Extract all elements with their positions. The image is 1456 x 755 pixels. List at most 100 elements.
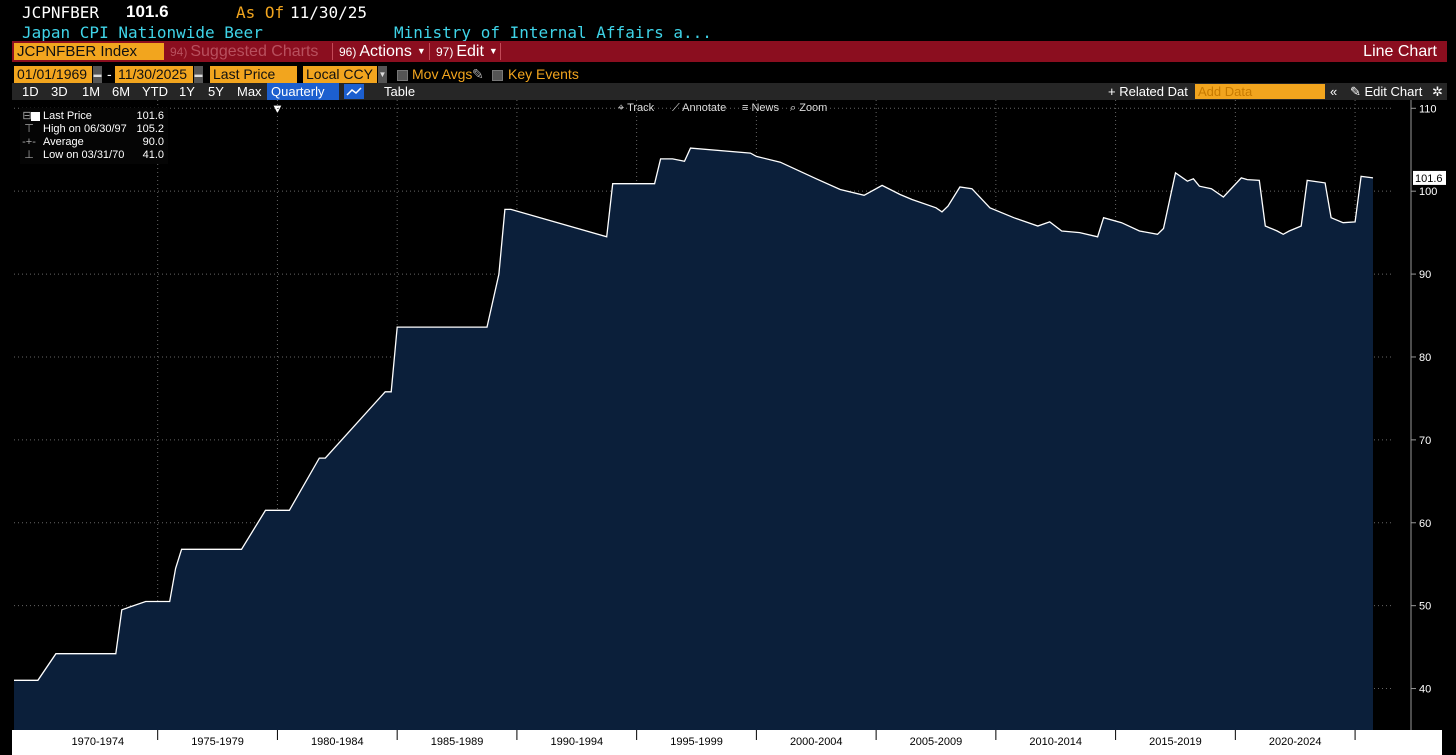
suggested-charts-number: 94)	[170, 45, 188, 59]
legend-high-value: 105.2	[136, 123, 164, 135]
calendar-icon[interactable]: ▬	[194, 66, 203, 83]
calendar-icon[interactable]: ▬	[93, 66, 102, 83]
legend-high-label: High on 06/30/97	[43, 123, 127, 135]
caret-down-icon: ▼	[416, 46, 426, 56]
last-price-tag	[1413, 170, 1446, 185]
field-selector[interactable]: Last Price	[210, 66, 297, 83]
track-tool[interactable]: ⌖ Track	[618, 101, 654, 116]
crosshair-icon: ⌖	[618, 102, 628, 114]
y-tick-label: 80	[1419, 352, 1431, 364]
as-of-date: 11/30/25	[290, 3, 368, 22]
suggested-charts-label: Suggested Charts	[190, 43, 319, 60]
related-data-button[interactable]: + Related Dat	[1108, 84, 1188, 99]
caret-down-icon: ▼	[488, 46, 498, 56]
legend-row-last: ⊟ Last Price 101.6	[20, 110, 168, 123]
edit-menu[interactable]: 97) Edit ▼	[436, 42, 498, 61]
range-3d[interactable]: 3D	[51, 84, 68, 99]
news-icon: ≡	[742, 102, 752, 114]
x-tick-label: 1995-1999	[670, 736, 723, 748]
collapse-minus-icon[interactable]: ⊟	[22, 110, 32, 122]
security-description: Japan CPI Nationwide Beer	[22, 23, 263, 42]
x-tick-label: 2010-2014	[1029, 736, 1082, 748]
key-events-label[interactable]: Key Events	[508, 66, 579, 82]
x-tick-label: 2005-2009	[910, 736, 963, 748]
date-separator: -	[107, 66, 112, 82]
end-date-field[interactable]: 11/30/2025	[115, 66, 193, 83]
legend-last-label: Last Price	[43, 110, 92, 122]
legend-row-high: ⊤ High on 06/30/97 105.2	[20, 123, 168, 136]
toolbar-divider	[429, 43, 430, 60]
x-tick-label: 2000-2004	[790, 736, 843, 748]
last-price-marker: 101.6	[1413, 170, 1446, 185]
chart-controls: 01/01/1969 ▬ - 11/30/2025 ▬ Last Price L…	[0, 66, 1456, 84]
legend-row-low: ⊥ Low on 03/31/70 41.0	[20, 149, 168, 162]
y-tick-label: 40	[1419, 684, 1431, 696]
start-date-field[interactable]: 01/01/1969	[14, 66, 92, 83]
x-tick-label: 1970-1974	[72, 736, 125, 748]
periodicity-selector[interactable]: Quarterly ▼	[267, 83, 339, 116]
chevron-down-icon[interactable]: ▼	[378, 66, 387, 83]
edit-number: 97)	[436, 45, 454, 59]
mov-avgs-checkbox[interactable]	[397, 70, 408, 81]
x-tick-label: 2015-2019	[1149, 736, 1202, 748]
currency-selector[interactable]: Local CCY	[303, 66, 377, 83]
y-tick-label: 90	[1419, 269, 1431, 281]
actions-number: 96)	[339, 45, 357, 59]
suggested-charts-button[interactable]: 94) Suggested Charts	[170, 42, 318, 61]
y-axis: 40 50 60 70 80 90 100 110	[1410, 100, 1437, 730]
function-toolbar: JCPNFBER Index 94) Suggested Charts 96) Ac…	[12, 41, 1447, 62]
y-tick-label: 110	[1419, 103, 1437, 115]
line-chart[interactable]: 40 50 60 70 80 90 100 110 1970-1974 1975-1979 198…	[0, 100, 1456, 755]
pencil-icon[interactable]: ✎	[472, 66, 484, 82]
magnifier-icon: ⌕	[790, 102, 800, 114]
view-title: Line Chart	[1363, 43, 1437, 60]
add-data-input[interactable]: Add Data	[1195, 84, 1325, 99]
legend-row-average: -+- Average 90.0	[20, 136, 168, 149]
line-chart-icon-glyph	[346, 87, 362, 96]
actions-menu[interactable]: 96) Actions ▼	[339, 42, 426, 61]
x-tick-label: 1975-1979	[191, 736, 244, 748]
range-toolbar: 1D 3D 1M 6M YTD 1Y 5Y Max Quarterly ▼ Ta…	[12, 83, 1447, 116]
line-chart-icon[interactable]	[344, 84, 364, 99]
range-1y[interactable]: 1Y	[179, 84, 195, 99]
data-source[interactable]: Ministry of Internal Affairs a...	[394, 23, 712, 42]
y-tick-label: 70	[1419, 435, 1431, 447]
range-ytd[interactable]: YTD	[142, 84, 168, 99]
ticker-symbol: JCPNFBER	[22, 3, 100, 22]
last-price-value: 101.6	[126, 2, 169, 21]
x-tick-label: 1990-1994	[550, 736, 603, 748]
range-5y[interactable]: 5Y	[208, 84, 224, 99]
y-tick-label: 60	[1419, 518, 1431, 530]
range-max[interactable]: Max	[237, 84, 262, 99]
annotate-tool[interactable]: ⟋ Annotate	[672, 101, 726, 116]
gear-icon[interactable]: ✲	[1432, 84, 1443, 99]
last-price-tag-label: 101.6	[1415, 173, 1443, 185]
annotate-label: Annotate	[682, 102, 727, 114]
zoom-tool[interactable]: ⌕ Zoom	[790, 101, 827, 116]
x-tick-label: 2020-2024	[1269, 736, 1322, 748]
x-tick-label: 1980-1984	[311, 736, 364, 748]
security-header: JCPNFBER 101.6 As Of 11/30/25	[0, 0, 1456, 24]
zoom-label: Zoom	[799, 102, 828, 114]
range-1m[interactable]: 1M	[82, 84, 101, 99]
toolbar-divider	[500, 43, 501, 60]
edit-chart-button[interactable]: ✎ Edit Chart	[1350, 84, 1423, 99]
last-price-swatch[interactable]	[31, 112, 40, 121]
range-1d[interactable]: 1D	[22, 84, 39, 99]
mov-avgs-label[interactable]: Mov Avgs	[412, 66, 473, 82]
x-axis: 1970-1974 1975-1979 1980-1984 1985-1989 1990…	[12, 730, 1442, 755]
average-marker-icon: -+-	[22, 136, 36, 148]
as-of-label: As Of	[236, 3, 285, 22]
news-tool[interactable]: ≡ News	[742, 101, 779, 116]
edit-label: Edit	[456, 43, 484, 60]
price-area-fill	[14, 148, 1373, 731]
collapse-icon[interactable]: «	[1330, 84, 1338, 99]
track-label: Track	[627, 102, 655, 114]
legend-average-label: Average	[43, 136, 84, 148]
legend-low-value: 41.0	[142, 149, 164, 161]
chart-legend[interactable]: ⊟ Last Price 101.6 ⊤ High on 06/30/97 10…	[20, 108, 168, 164]
range-6m[interactable]: 6M	[112, 84, 131, 99]
table-button[interactable]: Table	[384, 84, 416, 99]
security-field[interactable]: JCPNFBER Index	[14, 43, 164, 60]
key-events-checkbox[interactable]	[492, 70, 503, 81]
